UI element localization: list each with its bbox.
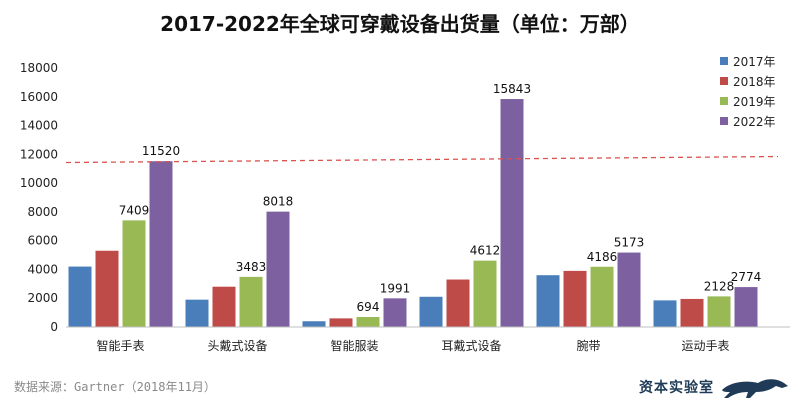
bar [383, 298, 407, 327]
bar [590, 266, 614, 327]
bar [707, 296, 731, 327]
bar [446, 279, 470, 327]
data-label: 4612 [470, 244, 501, 258]
bar [500, 99, 524, 327]
bar [473, 260, 497, 327]
bar [266, 211, 290, 327]
y-tick-label: 10000 [20, 176, 58, 190]
watermark: 资本实验室 [639, 374, 790, 400]
x-tick-label: 智能手表 [96, 338, 144, 353]
legend-label: 2022年 [733, 115, 776, 129]
x-tick-label: 耳戴式设备 [441, 338, 501, 353]
y-tick-label: 12000 [20, 147, 58, 161]
bar [356, 317, 380, 327]
y-tick-label: 8000 [27, 205, 58, 219]
data-label: 2774 [731, 270, 762, 284]
bar [329, 318, 353, 327]
x-tick-label: 智能服装 [330, 338, 378, 353]
bar [563, 270, 587, 327]
data-label: 5173 [614, 236, 645, 250]
reference-line [65, 155, 779, 164]
x-tick-label: 运动手表 [681, 339, 729, 353]
data-label: 694 [357, 300, 380, 314]
chart-title: 2017-2022年全球可穿戴设备出货量（单位：万部） [160, 12, 640, 36]
source-note: 数据来源：Gartner（2018年11月） [14, 380, 216, 394]
legend: 2017年 2018年 2019年 2022年 [720, 55, 776, 129]
bar [95, 250, 119, 327]
y-tick-label: 6000 [27, 234, 58, 248]
bar [536, 275, 560, 327]
y-tick-label: 18000 [20, 61, 58, 75]
legend-swatch [720, 117, 728, 125]
bar [239, 276, 263, 327]
data-label: 2128 [704, 279, 735, 293]
data-label: 8018 [263, 195, 294, 209]
data-label: 1991 [380, 281, 411, 295]
bar [68, 266, 92, 327]
bar [680, 298, 704, 327]
bar [419, 296, 443, 327]
bar [185, 299, 209, 327]
y-tick-label: 2000 [27, 291, 58, 305]
x-tick-label: 腕带 [576, 338, 600, 353]
bar [653, 300, 677, 327]
bar [734, 287, 758, 327]
bar [302, 321, 326, 327]
legend-swatch [720, 57, 728, 65]
reference-line-group [65, 155, 779, 164]
bar [149, 161, 173, 327]
y-tick-label: 14000 [20, 119, 58, 133]
y-tick-label: 0 [50, 320, 58, 334]
watermark-text: 资本实验室 [639, 380, 714, 396]
y-tick-label: 4000 [27, 262, 58, 276]
bars [68, 99, 758, 327]
bar [122, 220, 146, 327]
x-axis: 智能手表 头戴式设备 智能服装 耳戴式设备 腕带 运动手表 [66, 326, 790, 353]
x-tick-label: 头戴式设备 [207, 338, 267, 353]
legend-label: 2017年 [733, 55, 776, 69]
bar [617, 252, 641, 327]
legend-swatch [720, 77, 728, 85]
y-axis: 0 2000 4000 6000 8000 10000 12000 14000 16000 180… [20, 61, 58, 334]
data-label: 4186 [587, 250, 618, 264]
data-label: 11520 [142, 144, 180, 158]
data-label: 3483 [236, 260, 267, 274]
data-label: 7409 [119, 203, 150, 217]
panther-logo-icon [722, 379, 788, 398]
bar [212, 286, 236, 327]
legend-label: 2019年 [733, 95, 776, 109]
legend-swatch [720, 97, 728, 105]
legend-label: 2018年 [733, 75, 776, 89]
y-tick-label: 16000 [20, 90, 58, 104]
data-label: 15843 [493, 82, 531, 96]
